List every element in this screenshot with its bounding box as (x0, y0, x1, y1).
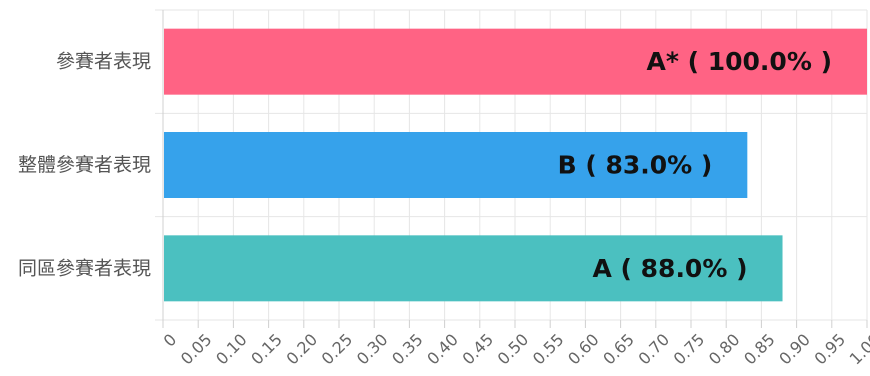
bar-layer (164, 28, 867, 302)
x-tick-label: 0.85 (740, 330, 779, 369)
x-tick-label: 0.75 (670, 330, 709, 369)
x-tick-label: 0 (160, 330, 181, 351)
x-tick-label: 0.40 (423, 330, 462, 369)
axis-layer (162, 10, 868, 328)
x-tick-label: 0.80 (705, 330, 744, 369)
x-tick-label: 0.10 (212, 330, 251, 369)
bar (164, 132, 748, 198)
bar (164, 28, 867, 95)
x-tick-label: 0.95 (810, 330, 849, 369)
x-tick-label: 0.15 (247, 330, 286, 369)
x-tick-label: 0.25 (318, 330, 357, 369)
bar-value-label: B ( 83.0% ) (558, 151, 713, 180)
x-tick-label: 0.45 (458, 330, 497, 369)
bar-value-label: A* ( 100.0% ) (646, 47, 832, 76)
x-tick-label: 0.70 (634, 330, 673, 369)
bar (164, 235, 783, 302)
x-tick-label: 0.90 (775, 330, 814, 369)
category-label: 同區參賽者表現 (18, 257, 151, 279)
x-tick-label: 0.05 (177, 330, 216, 369)
x-tick-label: 0.60 (564, 330, 603, 369)
x-tick-label: 0.20 (282, 330, 321, 369)
category-label: 整體參賽者表現 (18, 154, 151, 176)
x-tick-label: 0.30 (353, 330, 392, 369)
x-tick-label: 0.50 (494, 330, 533, 369)
x-tick-label: 0.55 (529, 330, 568, 369)
bar-value-label: A ( 88.0% ) (592, 254, 747, 283)
x-tick-label: 0.35 (388, 330, 427, 369)
x-tick-label: 0.65 (599, 330, 638, 369)
category-label: 參賽者表現 (56, 51, 151, 73)
x-tick-label: 1.00 (846, 330, 870, 369)
label-layer: 00.050.100.150.200.250.300.350.400.450.5… (18, 47, 870, 368)
